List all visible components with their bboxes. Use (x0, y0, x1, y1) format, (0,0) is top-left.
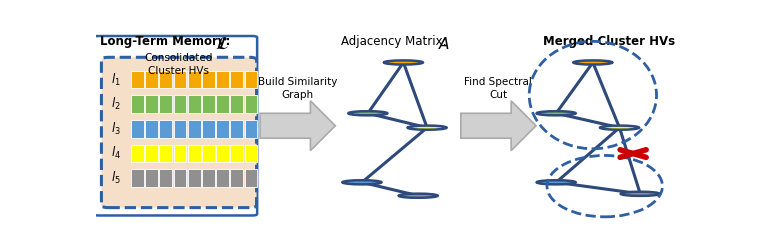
FancyBboxPatch shape (216, 169, 229, 187)
Text: $\mathcal{L}$: $\mathcal{L}$ (215, 35, 229, 53)
Ellipse shape (399, 194, 438, 198)
FancyBboxPatch shape (216, 71, 229, 88)
Polygon shape (260, 101, 335, 151)
FancyBboxPatch shape (131, 169, 144, 187)
FancyBboxPatch shape (94, 36, 257, 215)
Text: $l_1$: $l_1$ (112, 71, 121, 88)
FancyBboxPatch shape (202, 169, 215, 187)
Ellipse shape (342, 180, 381, 184)
FancyBboxPatch shape (202, 120, 215, 138)
FancyBboxPatch shape (188, 71, 201, 88)
FancyBboxPatch shape (173, 169, 186, 187)
FancyBboxPatch shape (202, 71, 215, 88)
FancyBboxPatch shape (173, 71, 186, 88)
FancyBboxPatch shape (216, 120, 229, 138)
FancyBboxPatch shape (216, 144, 229, 162)
FancyBboxPatch shape (231, 95, 243, 113)
Text: $l_3$: $l_3$ (112, 121, 121, 137)
FancyBboxPatch shape (102, 57, 257, 208)
Text: Adjacency Matrix:: Adjacency Matrix: (342, 35, 451, 48)
Ellipse shape (407, 125, 447, 130)
FancyBboxPatch shape (160, 71, 172, 88)
Ellipse shape (573, 61, 613, 64)
FancyBboxPatch shape (188, 120, 201, 138)
FancyBboxPatch shape (145, 169, 158, 187)
FancyBboxPatch shape (131, 144, 144, 162)
Text: Merged Cluster HVs: Merged Cluster HVs (542, 35, 675, 48)
Polygon shape (461, 101, 536, 151)
Text: Build Similarity
Graph: Build Similarity Graph (257, 77, 337, 100)
FancyBboxPatch shape (160, 120, 172, 138)
FancyBboxPatch shape (244, 71, 257, 88)
FancyBboxPatch shape (173, 95, 186, 113)
FancyBboxPatch shape (160, 144, 172, 162)
Text: $A$: $A$ (438, 36, 450, 52)
FancyBboxPatch shape (216, 95, 229, 113)
FancyBboxPatch shape (202, 144, 215, 162)
Ellipse shape (536, 111, 576, 115)
FancyBboxPatch shape (131, 95, 144, 113)
FancyBboxPatch shape (231, 144, 243, 162)
FancyBboxPatch shape (244, 144, 257, 162)
Ellipse shape (384, 61, 423, 64)
FancyBboxPatch shape (188, 169, 201, 187)
Text: $l_5$: $l_5$ (112, 170, 121, 186)
FancyBboxPatch shape (231, 169, 243, 187)
FancyBboxPatch shape (244, 120, 257, 138)
FancyBboxPatch shape (145, 71, 158, 88)
FancyBboxPatch shape (160, 169, 172, 187)
Ellipse shape (348, 111, 387, 115)
FancyBboxPatch shape (202, 95, 215, 113)
FancyBboxPatch shape (244, 169, 257, 187)
FancyBboxPatch shape (231, 71, 243, 88)
Text: $l_2$: $l_2$ (112, 96, 121, 112)
Text: $l_4$: $l_4$ (112, 145, 121, 161)
Text: Find Spectral
Cut: Find Spectral Cut (465, 77, 532, 100)
FancyBboxPatch shape (173, 120, 186, 138)
FancyBboxPatch shape (188, 144, 201, 162)
FancyBboxPatch shape (131, 120, 144, 138)
FancyBboxPatch shape (173, 144, 186, 162)
FancyBboxPatch shape (145, 144, 158, 162)
Text: Long-Term Memory:: Long-Term Memory: (99, 35, 238, 48)
FancyBboxPatch shape (244, 95, 257, 113)
FancyBboxPatch shape (145, 95, 158, 113)
Text: Consolidated
Cluster HVs: Consolidated Cluster HVs (145, 53, 213, 76)
FancyBboxPatch shape (131, 71, 144, 88)
Ellipse shape (620, 192, 660, 196)
Ellipse shape (536, 180, 576, 184)
Ellipse shape (600, 125, 639, 130)
FancyBboxPatch shape (145, 120, 158, 138)
FancyBboxPatch shape (231, 120, 243, 138)
FancyBboxPatch shape (188, 95, 201, 113)
FancyBboxPatch shape (160, 95, 172, 113)
